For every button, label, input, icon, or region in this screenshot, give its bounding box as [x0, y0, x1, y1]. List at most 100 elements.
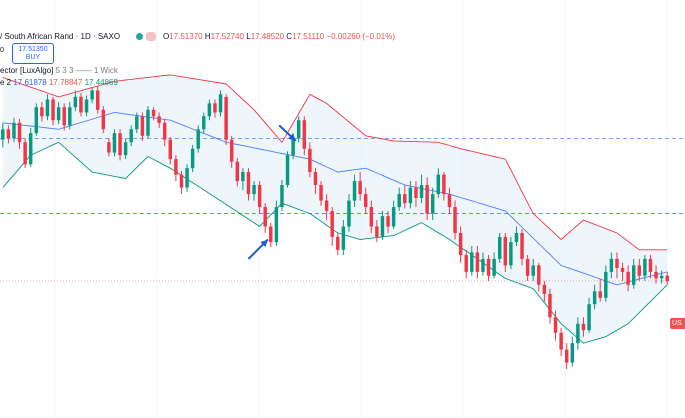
- candle-body: [174, 159, 178, 175]
- candle-body: [375, 226, 379, 237]
- close-value: 17.51110: [292, 32, 325, 41]
- candle-body: [45, 99, 50, 117]
- candle-body: [637, 265, 642, 276]
- candle-body: [263, 207, 267, 227]
- candle-body: [447, 194, 452, 208]
- candle-body: [330, 210, 334, 237]
- buy-button[interactable]: 17.51350 BUY: [12, 43, 54, 64]
- basis-line: [2, 111, 668, 286]
- candle-body: [553, 317, 558, 333]
- candle-body: [397, 194, 401, 208]
- candle-body: [229, 139, 234, 162]
- candle-body: [537, 265, 541, 285]
- low-label: L: [246, 32, 251, 41]
- candle-body: [598, 291, 602, 298]
- candle-body: [414, 187, 418, 198]
- candle-body: [129, 129, 133, 143]
- candle-body: [520, 232, 524, 259]
- candle-body: [576, 323, 580, 344]
- candle-body: [542, 284, 547, 294]
- indicator-1-name: ector [LuxAlgo]: [0, 66, 54, 75]
- candle-body: [648, 258, 653, 272]
- low-value: 17.48520: [250, 32, 285, 41]
- buy-label: BUY: [25, 54, 41, 61]
- candle-body: [604, 271, 608, 298]
- candle-body: [341, 226, 346, 250]
- candle-body: [419, 185, 424, 198]
- candle-body: [548, 293, 552, 318]
- candle-body: [464, 255, 468, 272]
- candle-body: [581, 323, 586, 331]
- candle-body: [358, 181, 362, 195]
- candle-body: [291, 138, 295, 156]
- candle-body: [352, 181, 357, 201]
- candle-body: [643, 258, 647, 276]
- candle-body: [497, 236, 502, 259]
- candle-body: [202, 116, 206, 130]
- ohlc-readout: O17.51370 H17.52740 L17.48520 C17.51110 …: [163, 32, 395, 41]
- candle-body: [118, 133, 122, 156]
- indicator-legend-1[interactable]: ector [LuxAlgo] 5 3 3 —— 1 Wick: [0, 66, 118, 75]
- candle-body: [1, 129, 5, 140]
- candle-body: [436, 174, 441, 195]
- upper-band-line: [2, 74, 668, 251]
- candle-body: [509, 242, 513, 266]
- candle-body: [615, 258, 619, 268]
- candle-body: [269, 226, 273, 243]
- candle-body: [453, 207, 457, 233]
- candle-body: [246, 172, 251, 195]
- candle-body: [654, 271, 658, 279]
- candle-body: [631, 265, 636, 285]
- candle-body: [386, 216, 390, 227]
- symbol-title[interactable]: / South African Rand · 1D · SAXO: [0, 32, 121, 41]
- candle-body: [224, 96, 228, 140]
- candle-body: [296, 120, 301, 139]
- candle-body: [252, 185, 256, 195]
- candle-body: [146, 109, 150, 136]
- candle-body: [380, 216, 385, 237]
- candle-body: [235, 161, 240, 182]
- candle-body: [68, 107, 72, 126]
- candle-body: [319, 185, 323, 201]
- candle-body: [274, 207, 279, 243]
- candle-body: [17, 122, 22, 143]
- candle-body: [168, 139, 173, 160]
- candle-body: [336, 236, 340, 250]
- candle-body: [56, 107, 61, 121]
- indicator-legend-2[interactable]: e 2 17.61878 17.78847 17.44869: [0, 78, 118, 87]
- candle-body: [90, 90, 94, 100]
- candle-body: [475, 252, 480, 272]
- candle-body: [302, 120, 307, 149]
- open-value: 17.51370: [169, 32, 203, 41]
- candle-body: [470, 252, 474, 272]
- zero-value: 0: [0, 47, 4, 54]
- candle-body: [525, 258, 530, 276]
- candle-body: [564, 349, 569, 363]
- candle-body: [34, 107, 39, 134]
- candle-body: [492, 258, 496, 276]
- indicator-2-upper: 17.78847: [48, 78, 83, 87]
- candle-body: [347, 200, 351, 227]
- candle-body: [79, 96, 83, 113]
- candle-body: [51, 99, 55, 121]
- candle-body: [430, 194, 435, 214]
- candle-body: [179, 174, 184, 188]
- candle-body: [151, 109, 156, 117]
- candle-body: [95, 90, 100, 110]
- candle-body: [12, 122, 16, 139]
- candle-body: [587, 304, 591, 331]
- candle-body: [196, 129, 200, 149]
- candle-body: [486, 258, 491, 276]
- high-value: 17.52740: [210, 32, 244, 41]
- buy-price: 17.51350: [18, 46, 48, 53]
- candle-body: [313, 172, 318, 186]
- candle-body: [101, 109, 106, 130]
- candle-body: [408, 187, 413, 204]
- candle-body: [185, 168, 189, 188]
- candle-body: [659, 275, 664, 279]
- candle-body: [481, 258, 485, 272]
- candle-body: [620, 267, 625, 272]
- candle-body: [73, 96, 78, 108]
- candle-body: [207, 103, 212, 117]
